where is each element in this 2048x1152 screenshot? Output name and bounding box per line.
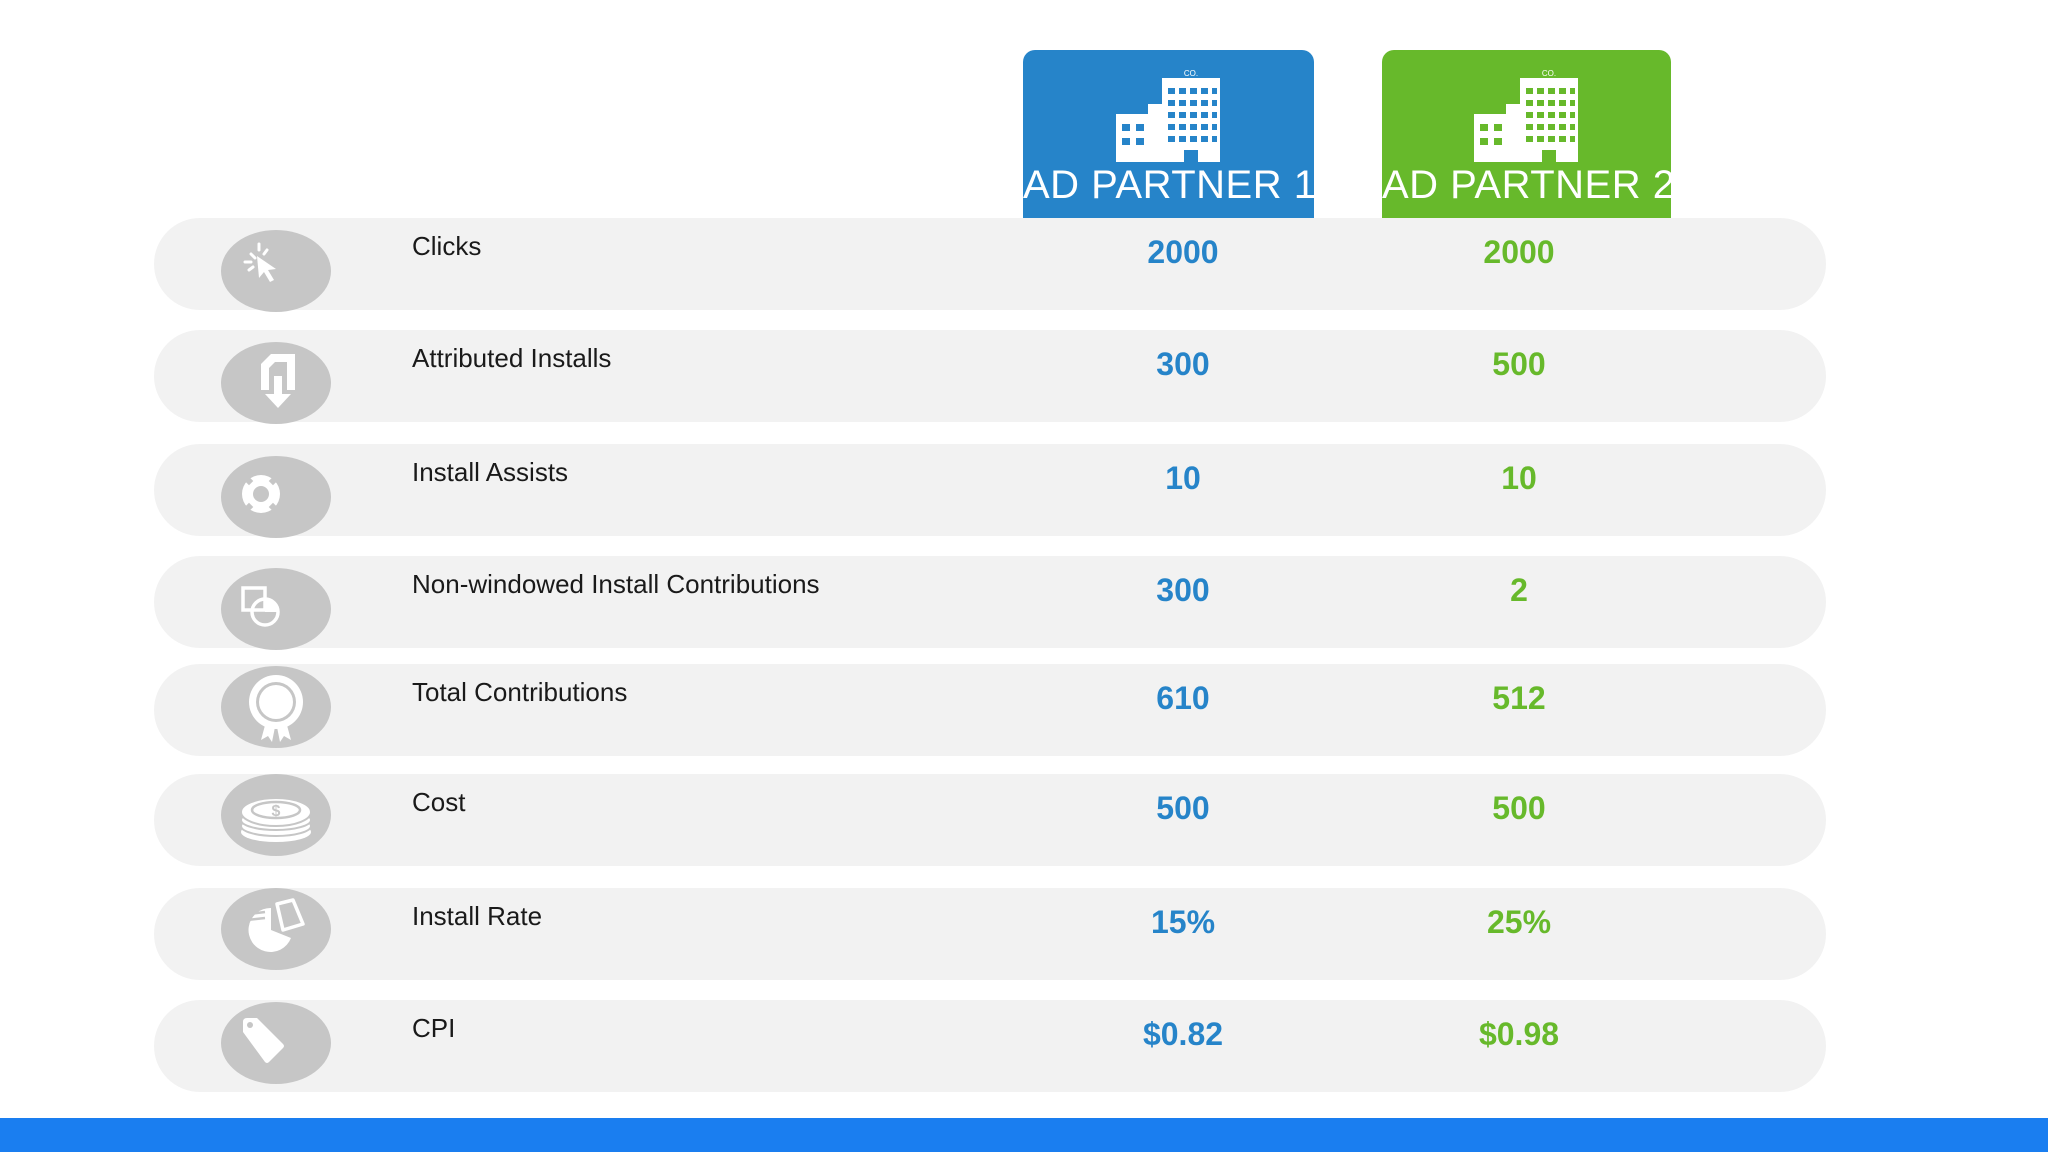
metric-label: CPI xyxy=(412,1013,456,1043)
partner-2-name: AD PARTNER 2 xyxy=(1382,163,1676,207)
partner-1-value: 500 xyxy=(1156,790,1210,826)
partner-2-value: 500 xyxy=(1492,346,1546,382)
metric-row-clicks: Clicks 2000 2000 xyxy=(154,218,1826,312)
metric-row-install-assists: Install Assists 10 10 xyxy=(154,444,1826,538)
partner-1-header: CO. AD PARTNER 1 xyxy=(1023,50,1317,218)
partner-2-value: 2 xyxy=(1510,572,1528,608)
metric-label: Cost xyxy=(412,787,466,817)
pie-chart-icon xyxy=(221,888,331,970)
metric-label: Non-windowed Install Contributions xyxy=(412,569,820,599)
building-icon: CO. xyxy=(1473,70,1578,162)
install-download-icon xyxy=(221,342,331,424)
metric-row-cost: $ Cost 500 500 xyxy=(154,774,1826,866)
award-badge-icon xyxy=(221,666,331,748)
partner-2-value: 512 xyxy=(1492,680,1546,716)
metric-label: Install Rate xyxy=(412,901,543,931)
cursor-click-icon xyxy=(221,230,331,312)
partner-1-value: 2000 xyxy=(1147,234,1219,270)
partner-1-value: 300 xyxy=(1156,346,1210,382)
partner-1-value: 610 xyxy=(1156,680,1210,716)
partner-2-value: 10 xyxy=(1501,460,1537,496)
partner-2-value: 25% xyxy=(1486,904,1552,940)
metric-label: Attributed Installs xyxy=(412,343,612,373)
price-tag-icon xyxy=(221,1002,331,1084)
lifebuoy-icon xyxy=(221,456,331,538)
partner-1-value: $0.82 xyxy=(1142,1016,1224,1052)
metric-label: Clicks xyxy=(412,231,482,261)
metric-row-non-windowed-install-contributions: Non-windowed Install Contributions 300 2 xyxy=(154,556,1826,650)
coin-stack-icon: $ xyxy=(221,774,331,856)
building-icon: CO. xyxy=(1115,70,1220,162)
partner-1-value: 10 xyxy=(1165,460,1201,496)
partner-2-value: 2000 xyxy=(1483,234,1555,270)
partner-1-name: AD PARTNER 1 xyxy=(1023,163,1317,207)
metric-label: Total Contributions xyxy=(412,677,628,707)
partner-2-header: CO. AD PARTNER 2 xyxy=(1382,50,1676,218)
partner-1-value: 300 xyxy=(1156,572,1210,608)
company-badge-label: CO. xyxy=(1183,70,1197,78)
metric-label: Install Assists xyxy=(412,457,569,487)
partner-1-value: 15% xyxy=(1150,904,1216,940)
metric-row-total-contributions: Total Contributions 610 512 xyxy=(154,664,1826,756)
metric-row-cpi: CPI $0.82 $0.98 xyxy=(154,1000,1826,1092)
metric-row-attributed-installs: Attributed Installs 300 500 xyxy=(154,330,1826,424)
partner-2-value: $0.98 xyxy=(1478,1016,1560,1052)
svg-text:$: $ xyxy=(272,803,281,820)
window-contribution-icon xyxy=(221,568,331,650)
company-badge-label: CO. xyxy=(1541,70,1555,78)
partner-2-value: 500 xyxy=(1492,790,1546,826)
metric-row-install-rate: Install Rate 15% 25% xyxy=(154,888,1826,980)
bottom-accent-bar xyxy=(0,1118,2048,1152)
